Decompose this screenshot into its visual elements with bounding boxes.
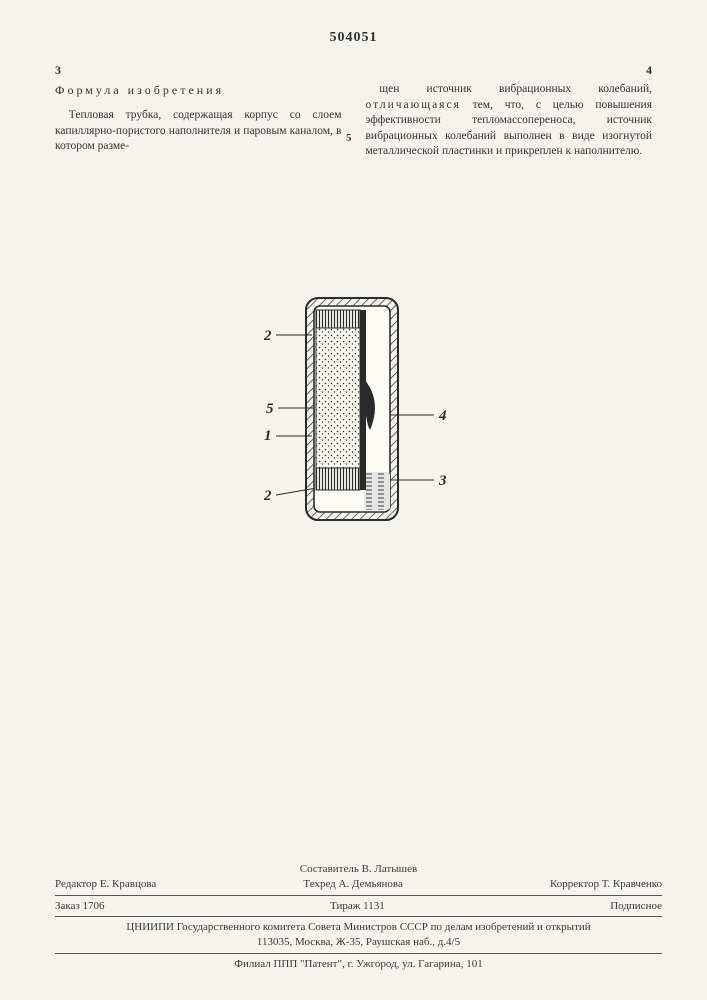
label-3: 3 bbox=[438, 473, 447, 489]
porous-filler-assembly bbox=[316, 310, 360, 490]
footer-block: Составитель В. Латышев Редактор Е. Кравц… bbox=[55, 862, 662, 972]
liquid-pool-lines bbox=[364, 472, 390, 510]
left-column: 3 Формула изобретения Тепловая трубка, с… bbox=[55, 62, 342, 160]
figure-container: 2 2 1 5 4 3 bbox=[55, 280, 652, 550]
label-4: 4 bbox=[438, 408, 447, 424]
editor: Редактор Е. Кравцова bbox=[55, 877, 156, 892]
tech: Техред А. Демьянова bbox=[303, 877, 402, 892]
address-line: 113035, Москва, Ж-35, Раушская наб., д.4… bbox=[55, 935, 662, 950]
line-marker-5: 5 bbox=[346, 132, 352, 144]
org-line: ЦНИИПИ Государственного комитета Совета … bbox=[55, 920, 662, 935]
left-col-paragraph: Тепловая трубка, содержащая корпус со сл… bbox=[55, 108, 342, 155]
page-number-left: 3 bbox=[55, 62, 61, 78]
subscription: Подписное bbox=[610, 899, 662, 914]
label-5: 5 bbox=[266, 401, 274, 417]
corrector: Корректор Т. Кравченко bbox=[550, 877, 662, 892]
order-num: Заказ 1706 bbox=[55, 899, 105, 914]
footer-rule-3 bbox=[55, 953, 662, 954]
page-number-right: 4 bbox=[646, 62, 652, 78]
heat-pipe-diagram: 2 2 1 5 4 3 bbox=[234, 280, 474, 550]
label-1: 1 bbox=[264, 428, 272, 444]
composer-line: Составитель В. Латышев bbox=[55, 862, 662, 877]
credit-row: Редактор Е. Кравцова Техред А. Демьянова… bbox=[55, 877, 662, 892]
label-2-bottom: 2 bbox=[263, 488, 272, 504]
tirazh: Тираж 1131 bbox=[330, 899, 385, 914]
label-2-top: 2 bbox=[263, 328, 272, 344]
footer-rule-1 bbox=[55, 895, 662, 896]
two-column-text: 3 Формула изобретения Тепловая трубка, с… bbox=[55, 62, 652, 160]
right-col-paragraph: щен источник вибрационных колебаний, отл… bbox=[366, 82, 653, 160]
patent-number: 504051 bbox=[55, 30, 652, 46]
formula-title: Формула изобретения bbox=[55, 82, 342, 98]
print-row: Заказ 1706 Тираж 1131 Подписное bbox=[55, 899, 662, 914]
branch-line: Филиал ППП "Патент", г. Ужгород, ул. Гаг… bbox=[55, 957, 662, 972]
footer-rule-2 bbox=[55, 916, 662, 917]
right-column: 4 щен источник вибрационных колебаний, о… bbox=[366, 62, 653, 160]
